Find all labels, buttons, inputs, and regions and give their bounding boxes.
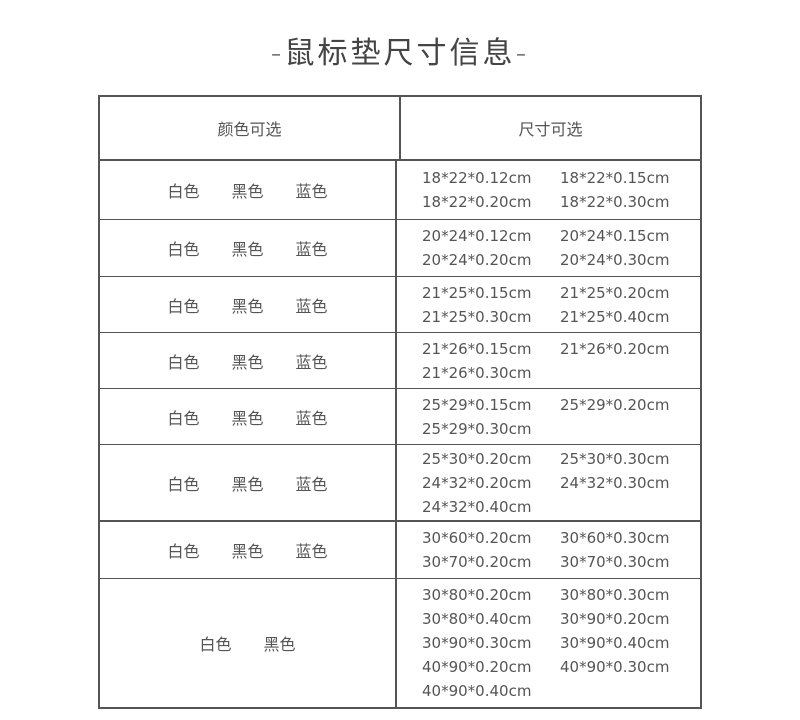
size-option: 25*30*0.30cm bbox=[560, 449, 670, 468]
color-option: 蓝色 bbox=[295, 474, 328, 494]
table-row: 白色 黑色 蓝色 25*29*0.15cm 25*29*0.20cm 25*29*0.30… bbox=[100, 389, 700, 445]
sizes-cell: 21*25*0.15cm 21*25*0.20cm 21*25*0.30cm 21*2… bbox=[397, 277, 700, 332]
colors-cell: 白色 黑色 蓝色 bbox=[100, 522, 397, 578]
color-option: 蓝色 bbox=[295, 352, 328, 372]
size-option: 40*90*0.40cm bbox=[422, 682, 532, 700]
size-option: 24*32*0.30cm bbox=[560, 473, 670, 492]
header-colors: 颜色可选 bbox=[100, 97, 401, 159]
sizes-cell: 30*60*0.20cm 30*60*0.30cm 30*70*0.20cm 30*7… bbox=[397, 522, 700, 578]
size-option: 25*29*0.20cm bbox=[560, 395, 670, 414]
color-option: 黑色 bbox=[231, 408, 264, 428]
size-option: 30*70*0.30cm bbox=[560, 553, 670, 571]
color-option: 蓝色 bbox=[295, 296, 328, 316]
color-option: 蓝色 bbox=[295, 240, 328, 259]
size-option: 18*22*0.15cm bbox=[560, 169, 670, 187]
size-option: 21*25*0.30cm bbox=[422, 307, 532, 326]
colors-cell: 白色 黑色 bbox=[100, 579, 397, 707]
colors-cell: 白色 黑色 蓝色 bbox=[100, 161, 397, 219]
header-sizes: 尺寸可选 bbox=[518, 120, 583, 139]
size-option: 30*90*0.20cm bbox=[560, 610, 670, 628]
color-option: 白色 bbox=[167, 240, 200, 259]
size-option: 18*22*0.12cm bbox=[422, 169, 532, 187]
sizes-cell: 25*29*0.15cm 25*29*0.20cm 25*29*0.30cm bbox=[397, 389, 700, 444]
color-option: 黑色 bbox=[263, 635, 296, 654]
colors-cell: 白色 黑色 蓝色 bbox=[100, 333, 397, 388]
page-title: -鼠标垫尺寸信息- bbox=[270, 36, 530, 71]
table-row: 白色 黑色 蓝色 30*60*0.20cm 30*60*0.30cm 30*70*0.20… bbox=[100, 522, 700, 579]
color-option: 黑色 bbox=[231, 542, 264, 561]
size-option: 21*26*0.15cm bbox=[422, 339, 532, 358]
sizes-list: 30*80*0.20cm 30*80*0.30cm 30*80*0.40cm 30*9… bbox=[422, 583, 700, 703]
sizes-cell: 20*24*0.12cm 20*24*0.15cm 20*24*0.20cm 20*2… bbox=[397, 220, 700, 276]
sizes-list: 30*60*0.20cm 30*60*0.30cm 30*70*0.20cm 30*7… bbox=[422, 526, 700, 574]
size-option: 25*30*0.20cm bbox=[422, 449, 532, 468]
color-option: 黑色 bbox=[231, 296, 264, 316]
color-option: 黑色 bbox=[231, 352, 264, 372]
sizes-list: 25*29*0.15cm 25*29*0.20cm 25*29*0.30cm bbox=[422, 393, 700, 441]
table-row: 白色 黑色 30*80*0.20cm 30*80*0.30cm 30*80*0.40cm… bbox=[100, 579, 700, 709]
color-option: 白色 bbox=[199, 635, 232, 654]
sizes-cell: 18*22*0.12cm 18*22*0.15cm 18*22*0.20cm 18*2… bbox=[397, 161, 700, 219]
size-option: 21*25*0.20cm bbox=[560, 283, 670, 302]
colors-cell: 白色 黑色 蓝色 bbox=[100, 445, 397, 520]
color-option: 白色 bbox=[167, 182, 200, 201]
color-option: 黑色 bbox=[231, 474, 264, 494]
size-option: 30*90*0.40cm bbox=[560, 634, 670, 652]
table-row: 白色 黑色 蓝色 18*22*0.12cm 18*22*0.15cm 18*22*0.20… bbox=[100, 161, 700, 220]
size-option: 20*24*0.15cm bbox=[560, 227, 670, 245]
size-option: 21*26*0.20cm bbox=[560, 339, 670, 358]
size-option: 40*90*0.30cm bbox=[560, 658, 670, 676]
table-row: 白色 黑色 蓝色 21*25*0.15cm 21*25*0.20cm 21*25*0.30… bbox=[100, 277, 700, 333]
size-option: 21*25*0.40cm bbox=[560, 307, 670, 326]
size-option: 30*80*0.30cm bbox=[560, 586, 670, 604]
size-table: 颜色可选 尺寸可选 白色 黑色 蓝色 18*22*0.12cm 18*22*0.15cm… bbox=[98, 95, 702, 709]
size-option: 30*80*0.40cm bbox=[422, 610, 532, 628]
sizes-list: 21*26*0.15cm 21*26*0.20cm 21*26*0.30cm bbox=[422, 337, 700, 385]
table-row: 白色 黑色 蓝色 21*26*0.15cm 21*26*0.20cm 21*26*0.30… bbox=[100, 333, 700, 389]
colors-cell: 白色 黑色 蓝色 bbox=[100, 220, 397, 276]
color-option: 蓝色 bbox=[295, 182, 328, 201]
table-row: 白色 黑色 蓝色 25*30*0.20cm 25*30*0.30cm 24*32*0.20… bbox=[100, 445, 700, 522]
sizes-list: 20*24*0.12cm 20*24*0.15cm 20*24*0.20cm 20*2… bbox=[422, 224, 700, 272]
size-option: 24*32*0.20cm bbox=[422, 473, 532, 492]
sizes-cell: 21*26*0.15cm 21*26*0.20cm 21*26*0.30cm bbox=[397, 333, 700, 388]
sizes-list: 25*30*0.20cm 25*30*0.30cm 24*32*0.20cm 24*3… bbox=[422, 447, 700, 519]
color-option: 白色 bbox=[167, 542, 200, 561]
color-option: 蓝色 bbox=[295, 408, 328, 428]
table-header-row: 颜色可选 尺寸可选 bbox=[100, 97, 700, 161]
colors-cell: 白色 黑色 蓝色 bbox=[100, 277, 397, 332]
size-option: 30*90*0.30cm bbox=[422, 634, 532, 652]
size-option: 30*60*0.20cm bbox=[422, 529, 532, 547]
color-option: 白色 bbox=[167, 352, 200, 372]
size-option: 21*26*0.30cm bbox=[422, 363, 532, 382]
size-option: 20*24*0.20cm bbox=[422, 251, 532, 269]
size-option: 18*22*0.30cm bbox=[560, 193, 670, 211]
sizes-list: 21*25*0.15cm 21*25*0.20cm 21*25*0.30cm 21*2… bbox=[422, 281, 700, 329]
sizes-cell: 25*30*0.20cm 25*30*0.30cm 24*32*0.20cm 24*3… bbox=[397, 445, 700, 520]
size-option: 20*24*0.12cm bbox=[422, 227, 532, 245]
color-option: 黑色 bbox=[231, 182, 264, 201]
size-option: 25*29*0.30cm bbox=[422, 419, 532, 438]
table-row: 白色 黑色 蓝色 20*24*0.12cm 20*24*0.15cm 20*24*0.20… bbox=[100, 220, 700, 277]
color-option: 蓝色 bbox=[295, 542, 328, 561]
colors-cell: 白色 黑色 蓝色 bbox=[100, 389, 397, 444]
color-option: 白色 bbox=[167, 408, 200, 428]
size-option: 25*29*0.15cm bbox=[422, 395, 532, 414]
color-option: 白色 bbox=[167, 296, 200, 316]
sizes-list: 18*22*0.12cm 18*22*0.15cm 18*22*0.20cm 18*2… bbox=[422, 166, 700, 214]
size-option: 40*90*0.20cm bbox=[422, 658, 532, 676]
size-option: 24*32*0.40cm bbox=[422, 497, 532, 516]
size-option: 21*25*0.15cm bbox=[422, 283, 532, 302]
size-option: 20*24*0.30cm bbox=[560, 251, 670, 269]
size-option: 30*80*0.20cm bbox=[422, 586, 532, 604]
size-option: 18*22*0.20cm bbox=[422, 193, 532, 211]
size-option: 30*70*0.20cm bbox=[422, 553, 532, 571]
sizes-cell: 30*80*0.20cm 30*80*0.30cm 30*80*0.40cm 30*9… bbox=[397, 579, 700, 707]
size-option: 30*60*0.30cm bbox=[560, 529, 670, 547]
color-option: 白色 bbox=[167, 474, 200, 494]
color-option: 黑色 bbox=[231, 240, 264, 259]
